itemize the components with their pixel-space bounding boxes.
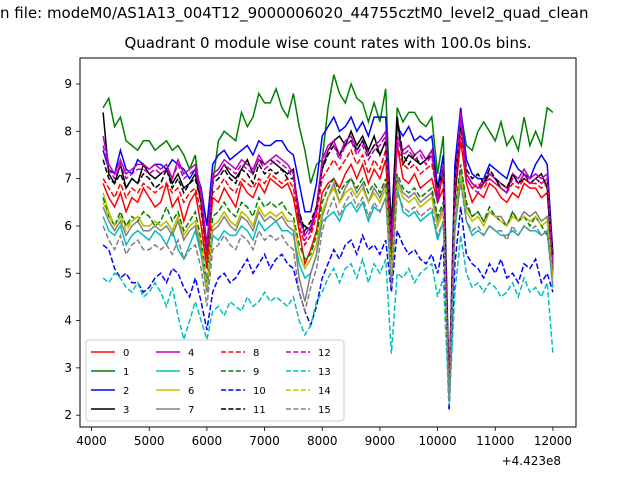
- x-tick-label: 8000: [307, 434, 338, 448]
- legend-label-2: 2: [123, 386, 129, 397]
- series-line-12: [102, 117, 554, 397]
- legend-label-0: 0: [123, 348, 129, 359]
- y-tick-label: 7: [64, 172, 72, 186]
- legend-label-1: 1: [123, 367, 129, 378]
- y-tick-label: 9: [64, 77, 72, 91]
- x-tick-label: 6000: [192, 434, 223, 448]
- legend-label-4: 4: [188, 348, 194, 359]
- series-line-1: [102, 74, 554, 387]
- legend-box: [85, 339, 345, 422]
- series-line-15: [102, 183, 554, 402]
- x-offset-label: +4.423e8: [502, 454, 561, 468]
- x-tick-label: 12000: [534, 434, 572, 448]
- legend-label-12: 12: [318, 348, 331, 359]
- legend-label-13: 13: [318, 367, 331, 378]
- chart-title: Quadrant 0 module wise count rates with …: [124, 34, 532, 52]
- legend-label-15: 15: [318, 405, 331, 416]
- axes-frame: [79, 57, 577, 428]
- x-tick-label: 11000: [476, 434, 514, 448]
- legend-label-6: 6: [188, 386, 194, 397]
- series-line-10: [102, 206, 554, 411]
- y-tick-label: 2: [64, 408, 72, 422]
- y-tick-label: 8: [64, 124, 72, 138]
- figure-suptitle: n file: modeM0/AS1A13_004T12_9000006020_…: [0, 4, 589, 22]
- x-tick-label: 9000: [365, 434, 396, 448]
- x-tick-label: 5000: [134, 434, 165, 448]
- series-line-8: [102, 136, 554, 397]
- x-tick-label: 10000: [418, 434, 456, 448]
- series-line-13: [102, 235, 554, 406]
- series-line-4: [102, 112, 554, 397]
- y-tick-label: 3: [64, 361, 72, 375]
- x-tick-label: 4000: [76, 434, 107, 448]
- legend-label-9: 9: [253, 367, 259, 378]
- y-tick-label: 6: [64, 219, 72, 233]
- legend-label-7: 7: [188, 405, 194, 416]
- legend-label-3: 3: [123, 405, 129, 416]
- series-line-11: [102, 116, 554, 397]
- y-tick-label: 4: [64, 314, 72, 328]
- x-tick-label: 7000: [249, 434, 280, 448]
- legend-label-14: 14: [318, 386, 331, 397]
- series-line-9: [102, 164, 554, 402]
- y-tick-label: 5: [64, 266, 72, 280]
- legend-label-10: 10: [253, 386, 266, 397]
- series-line-14: [102, 173, 554, 402]
- legend-label-5: 5: [188, 367, 194, 378]
- legend-label-8: 8: [253, 348, 259, 359]
- series-line-5: [102, 178, 554, 402]
- legend-label-11: 11: [253, 405, 266, 416]
